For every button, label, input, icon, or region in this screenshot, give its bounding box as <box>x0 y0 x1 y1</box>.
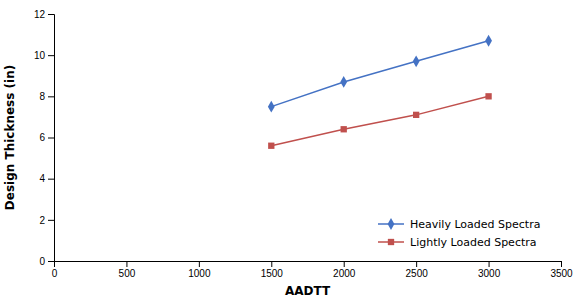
legend-marker <box>388 239 394 245</box>
point <box>268 101 275 113</box>
y-tick-label: 10 <box>34 50 46 61</box>
chart: 0 500 1000 1500 2000 2500 3000 3500 0 2 4 6 8 10 12 Hea… <box>0 0 581 303</box>
series-line <box>271 96 488 145</box>
x-tick: 1000 <box>188 261 211 279</box>
point <box>268 143 274 149</box>
y-tick-label: 2 <box>39 215 45 226</box>
x-tick-label: 1000 <box>188 268 211 279</box>
y-tick-mark <box>48 55 54 56</box>
point <box>485 35 492 47</box>
legend-label: Lightly Loaded Spectra <box>410 236 537 249</box>
x-axis: 0 500 1000 1500 2000 2500 3000 3500 <box>52 261 573 279</box>
x-tick: 3000 <box>478 261 501 279</box>
x-tick-mark <box>416 261 417 267</box>
x-tick-mark <box>199 261 200 267</box>
point <box>485 93 491 99</box>
y-tick-mark <box>48 179 54 180</box>
x-axis-line <box>55 262 562 268</box>
series-line <box>271 41 488 107</box>
x-tick-label: 500 <box>119 268 136 279</box>
y-tick-label: 6 <box>39 132 45 143</box>
x-tick: 0 <box>52 261 58 279</box>
x-tick: 2500 <box>406 261 429 279</box>
point <box>340 76 347 88</box>
x-tick-mark <box>561 261 562 267</box>
y-tick: 8 <box>39 91 54 102</box>
y-tick: 0 <box>39 256 54 267</box>
x-tick-label: 2500 <box>406 268 429 279</box>
x-tick-mark <box>344 261 345 267</box>
x-tick-label: 3500 <box>550 268 573 279</box>
y-tick: 6 <box>39 132 54 143</box>
x-tick-mark <box>489 261 490 267</box>
y-axis-title: Design Thickness (in) <box>3 65 17 210</box>
point <box>341 126 347 132</box>
x-tick-label: 1500 <box>261 268 284 279</box>
point <box>413 55 420 67</box>
y-tick-mark <box>48 14 54 15</box>
x-tick-mark <box>271 261 272 267</box>
y-tick-mark <box>48 261 54 262</box>
y-axis-line <box>48 15 55 262</box>
x-tick: 2000 <box>333 261 356 279</box>
y-tick-label: 4 <box>39 173 45 184</box>
legend-item: Heavily Loaded Spectra <box>378 218 540 231</box>
plot: 0 500 1000 1500 2000 2500 3000 3500 0 2 4 6 8 10 12 Hea… <box>34 9 573 279</box>
x-tick: 1500 <box>261 261 284 279</box>
y-tick-label: 0 <box>39 256 45 267</box>
x-tick-label: 3000 <box>478 268 501 279</box>
y-tick: 10 <box>34 50 54 61</box>
series <box>268 35 492 113</box>
y-axis: 0 2 4 6 8 10 12 <box>34 9 55 267</box>
x-tick-mark <box>126 261 127 267</box>
x-tick-label: 0 <box>52 268 58 279</box>
y-tick-mark <box>48 96 54 97</box>
y-tick-mark <box>48 138 54 139</box>
series <box>268 93 492 149</box>
x-axis-title: AADTT <box>285 284 331 298</box>
x-tick: 500 <box>119 261 136 279</box>
legend-item: Lightly Loaded Spectra <box>378 236 537 249</box>
y-tick-mark <box>48 220 54 221</box>
y-tick-label: 8 <box>39 91 45 102</box>
legend: Heavily Loaded Spectra Lightly Loaded Spe… <box>378 218 540 249</box>
x-tick-label: 2000 <box>333 268 356 279</box>
y-tick: 2 <box>39 215 54 226</box>
y-tick-label: 12 <box>34 9 46 20</box>
series-group <box>268 35 492 149</box>
point <box>413 112 419 118</box>
y-tick: 12 <box>34 9 54 20</box>
x-tick: 3500 <box>550 261 573 279</box>
legend-label: Heavily Loaded Spectra <box>410 218 540 231</box>
y-tick: 4 <box>39 173 54 184</box>
legend-marker <box>388 218 395 230</box>
